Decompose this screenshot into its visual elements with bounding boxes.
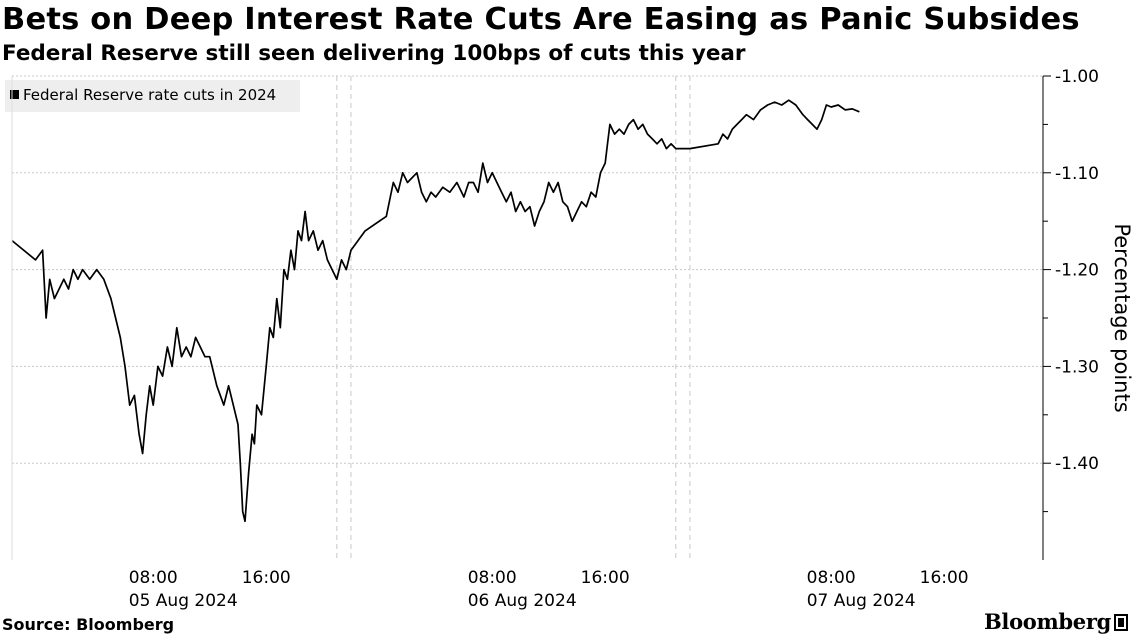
x-tick-time-label: 16:00 xyxy=(581,568,630,588)
y-axis-label: Percentage points xyxy=(1110,223,1134,412)
y-tick-label: -1.10 xyxy=(1055,164,1099,184)
y-axis-ticks: -1.00 -1.10 -1.20 -1.30 -1.40 xyxy=(1043,67,1099,513)
y-tick-label: -1.30 xyxy=(1055,357,1099,377)
legend-box xyxy=(5,80,300,112)
chart-subtitle: Federal Reserve still seen delivering 10… xyxy=(2,41,746,66)
source-note: Source: Bloomberg xyxy=(2,615,175,634)
x-tick-time-label: 16:00 xyxy=(242,568,291,588)
y-tick-label: -1.20 xyxy=(1055,261,1099,281)
x-tick-date-label: 05 Aug 2024 xyxy=(129,591,238,611)
y-tick-label: -1.40 xyxy=(1055,454,1099,474)
bloomberg-logo: Bloomberg xyxy=(984,609,1128,634)
x-tick-date-label: 07 Aug 2024 xyxy=(807,591,916,611)
session-break-lines xyxy=(336,76,691,560)
x-tick-time-label: 08:00 xyxy=(468,568,517,588)
grid-lines xyxy=(12,75,1043,464)
terminal-icon xyxy=(1114,614,1128,631)
series-layer xyxy=(11,99,860,523)
x-tick-time-label: 08:00 xyxy=(129,568,178,588)
logo-text: Bloomberg xyxy=(983,609,1111,634)
x-tick-time-label: 08:00 xyxy=(807,568,856,588)
y-tick-label: -1.00 xyxy=(1055,67,1099,87)
chart-title: Bets on Deep Interest Rate Cuts Are Easi… xyxy=(2,2,1080,37)
x-tick-time-label: 16:00 xyxy=(920,568,969,588)
x-tick-date-label: 06 Aug 2024 xyxy=(468,591,577,611)
series-line xyxy=(11,99,860,523)
legend-label: Federal Reserve rate cuts in 2024 xyxy=(23,86,276,104)
legend-swatch xyxy=(10,90,19,99)
